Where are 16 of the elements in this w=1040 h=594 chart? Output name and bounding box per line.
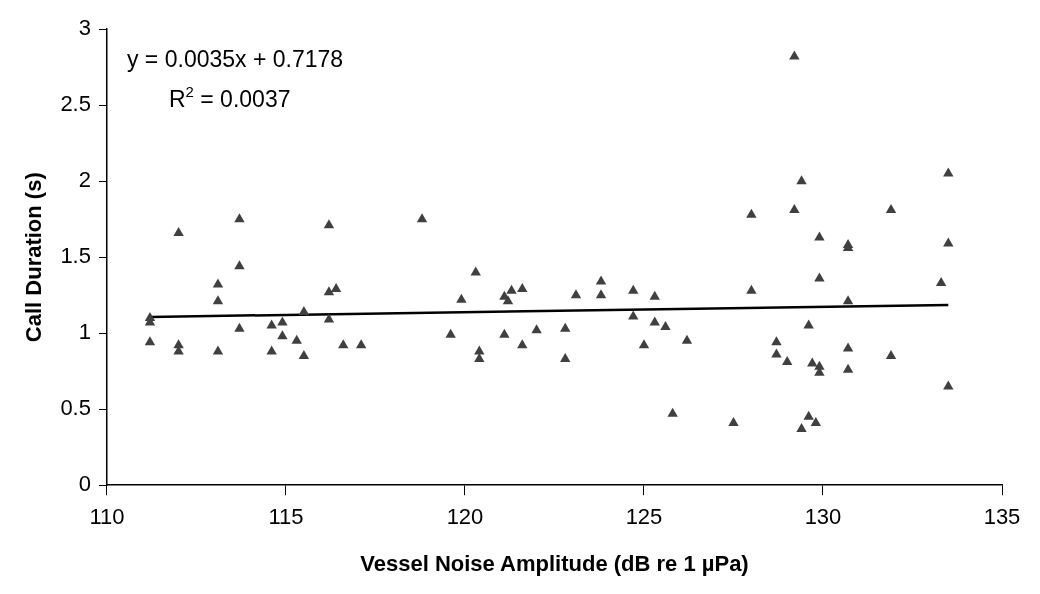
y-axis-title: Call Duration (s) bbox=[21, 172, 47, 343]
y-tick-label: 0 bbox=[78, 471, 91, 497]
y-tick-label: 3 bbox=[78, 15, 91, 41]
annotation: y = 0.0035x + 0.7178 bbox=[126, 46, 344, 73]
x-axis-title: Vessel Noise Amplitude (dB re 1 µPa) bbox=[360, 550, 749, 576]
x-tick-label: 110 bbox=[89, 504, 125, 530]
y-tick-label: 0.5 bbox=[60, 395, 91, 421]
x-tick-label: 120 bbox=[446, 504, 484, 530]
y-tick-label: 1.5 bbox=[60, 243, 91, 269]
x-tick-label: 115 bbox=[268, 504, 304, 530]
y-tick-label: 1 bbox=[78, 319, 91, 345]
y-tick-label: 2 bbox=[78, 167, 91, 193]
x-tick-label: 135 bbox=[983, 504, 1021, 530]
x-tick-label: 130 bbox=[804, 504, 842, 530]
x-tick-label: 125 bbox=[625, 504, 663, 530]
y-tick-label: 2.5 bbox=[60, 91, 91, 117]
